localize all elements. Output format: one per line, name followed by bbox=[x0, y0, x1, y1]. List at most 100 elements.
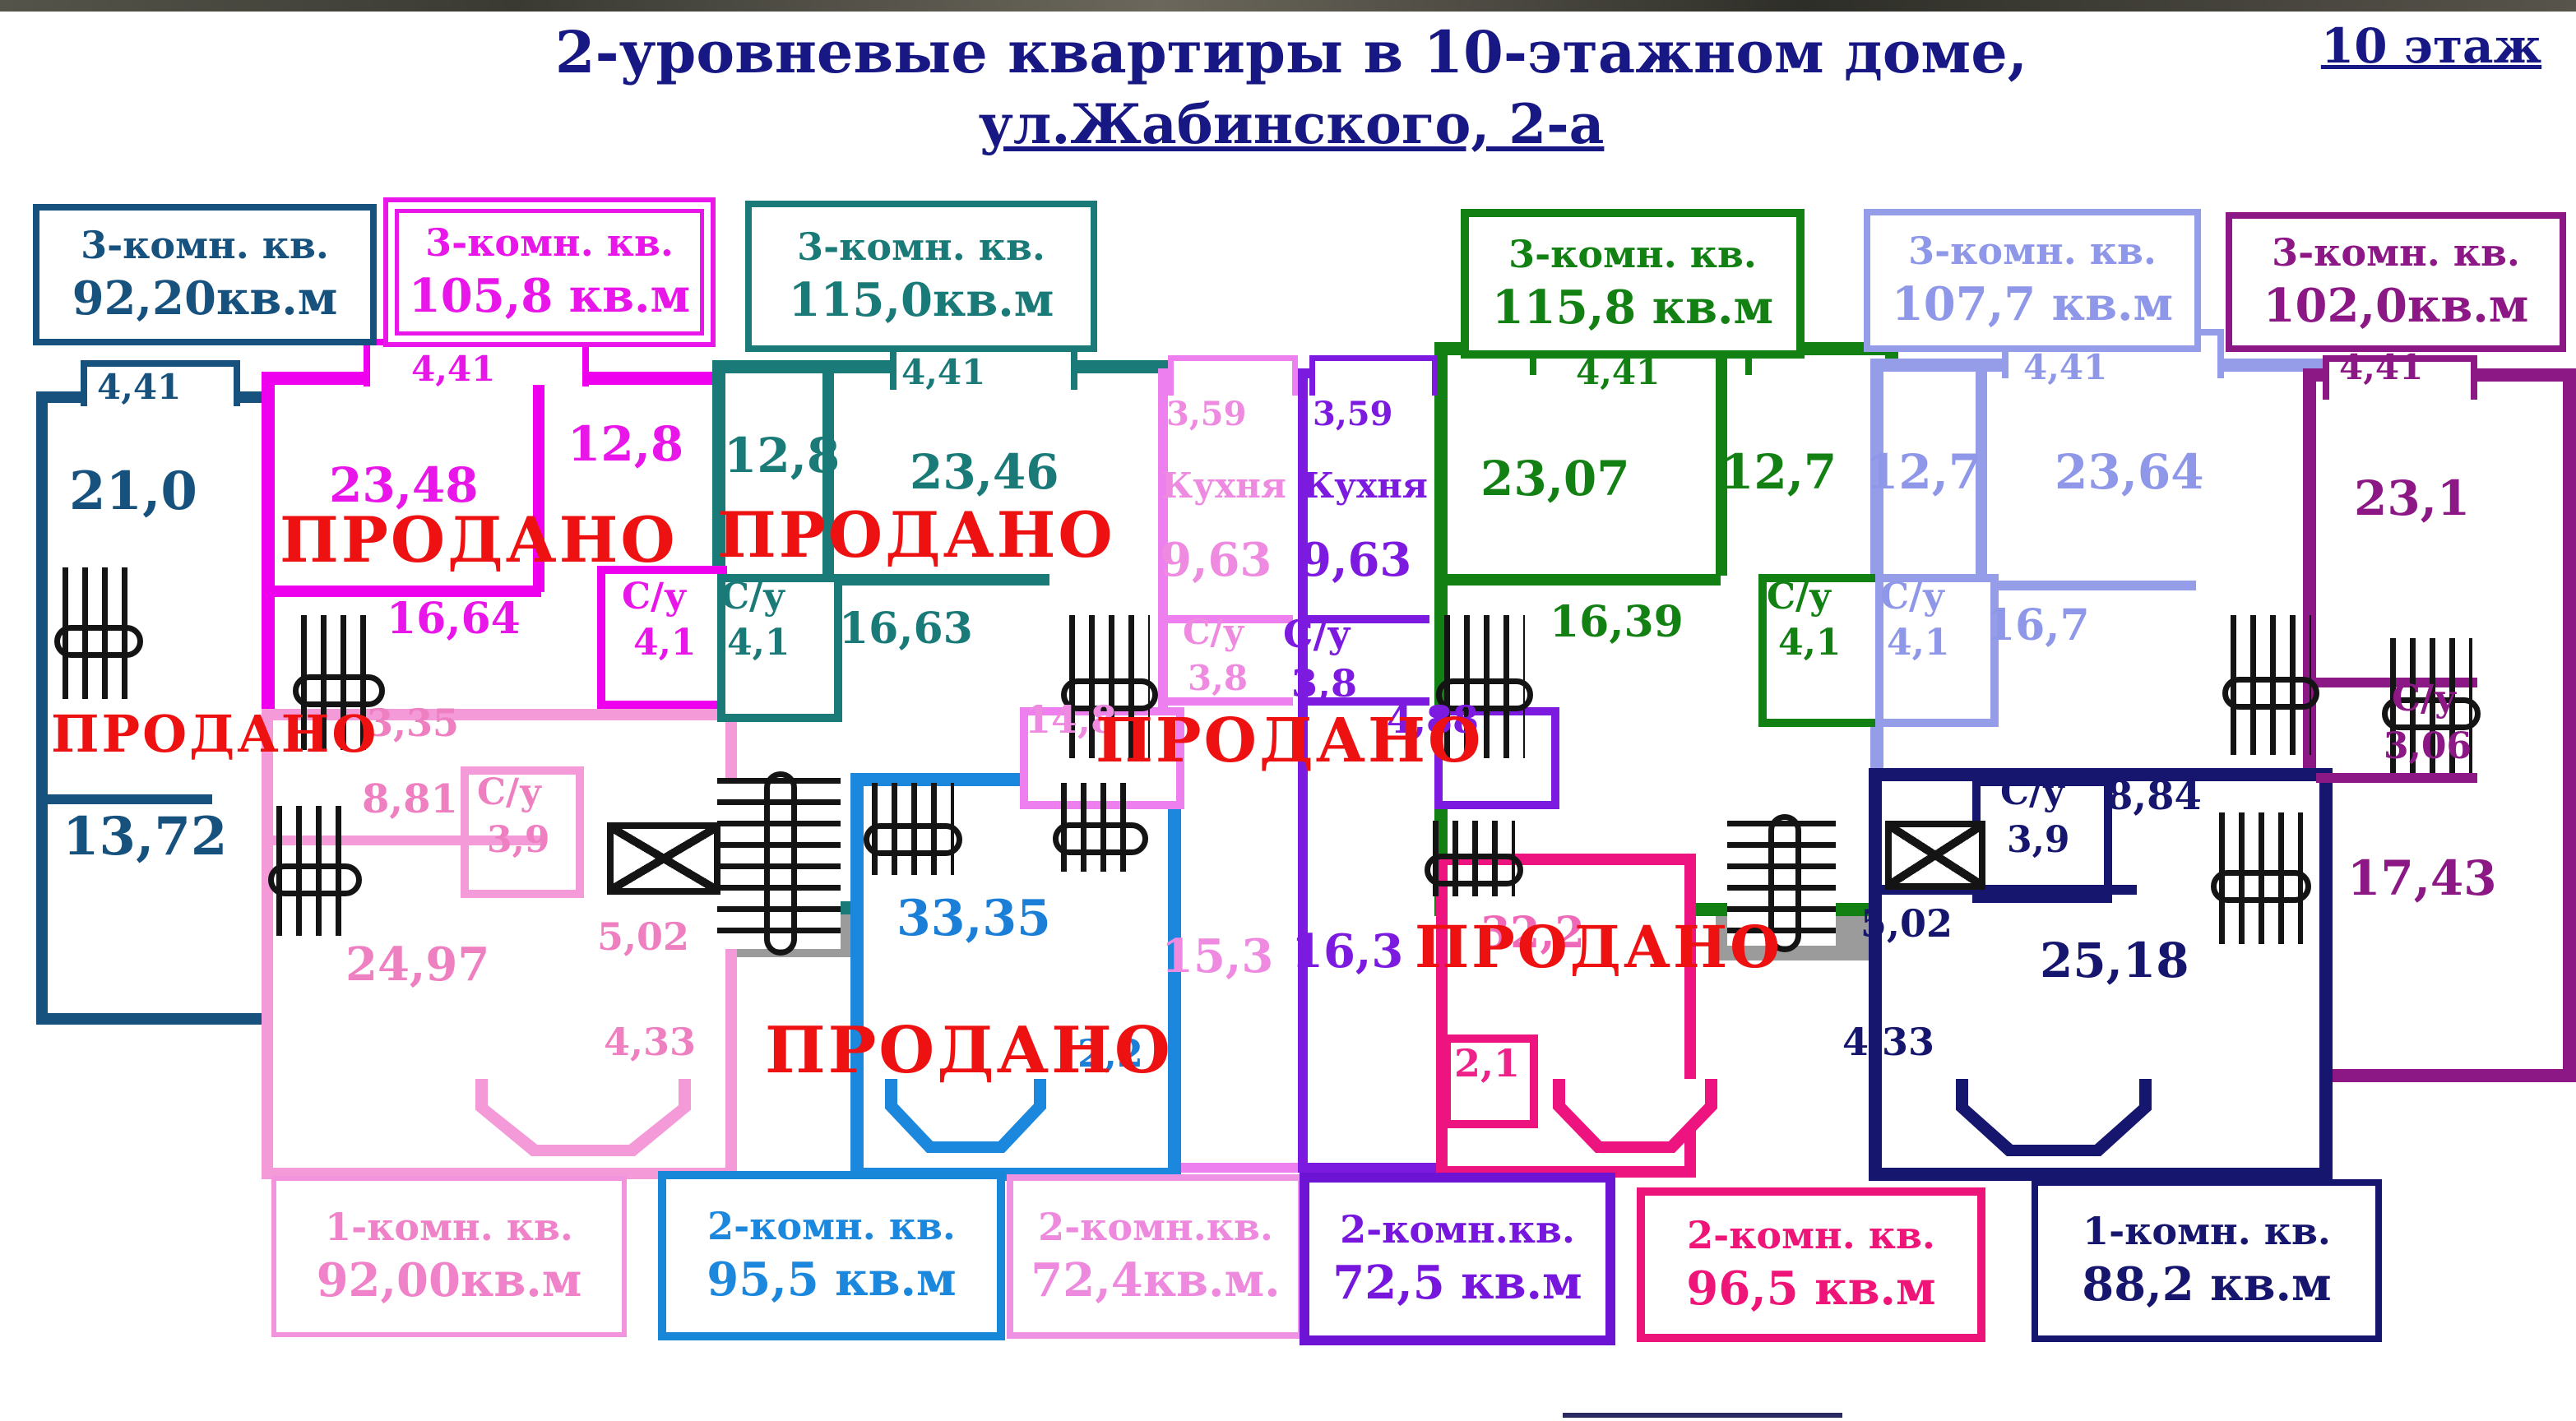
unit-rooms: 3-комн. кв. bbox=[797, 224, 1045, 270]
unit-rooms: 3-комн. кв. bbox=[81, 223, 329, 268]
kitchen-label: Кухня bbox=[1303, 465, 1428, 506]
room-area-label: 23,1 bbox=[2354, 470, 2471, 526]
apartment-72-4-wall bbox=[1165, 615, 1293, 623]
room-area-label: 4,41 bbox=[97, 367, 182, 407]
room-area-label: 16,64 bbox=[387, 594, 521, 644]
apartment-102-0-balcony bbox=[2323, 355, 2477, 400]
sold-stamp: ПРОДАНО bbox=[717, 498, 1115, 572]
apartment-72-5-wall bbox=[1306, 697, 1429, 706]
room-area-label: 15,3 bbox=[1161, 929, 1274, 984]
apartment-107-7-wall bbox=[1989, 581, 2196, 590]
unit-rooms: 3-комн. кв. bbox=[1508, 232, 1757, 277]
unit-rooms: 1-комн. кв. bbox=[325, 1205, 573, 1250]
apartment-102-0-wall bbox=[2316, 773, 2477, 783]
room-area-label: 16,63 bbox=[839, 604, 973, 654]
room-area-label: 3,9 bbox=[487, 819, 550, 861]
room-area-label: 2,1 bbox=[1454, 1041, 1521, 1085]
room-area-label: 16,3 bbox=[1291, 924, 1404, 979]
elevator-icon bbox=[607, 822, 720, 895]
sold-stamp: ПРОДАНО bbox=[1415, 913, 1783, 981]
apartment-105-8-bathroom bbox=[597, 566, 727, 709]
room-area-label: 3,59 bbox=[1313, 395, 1393, 433]
bathroom-label: С/у bbox=[2392, 678, 2458, 720]
page-edge-line bbox=[1563, 1413, 1842, 1418]
apartment-107-7-wall bbox=[1976, 372, 1987, 576]
unit-rooms: 3-комн. кв. bbox=[2272, 230, 2520, 275]
stairs-icon bbox=[54, 567, 143, 699]
apartment-72-5-balcony bbox=[1309, 355, 1438, 396]
sold-stamp: ПРОДАНО bbox=[51, 704, 379, 764]
unit-area: 72,5 кв.м bbox=[1332, 1255, 1582, 1310]
room-area-label: 23,64 bbox=[2055, 444, 2204, 500]
stairs-icon bbox=[864, 783, 962, 875]
room-area-label: 2,2 bbox=[1077, 1031, 1144, 1076]
room-area-label: 24,97 bbox=[345, 937, 490, 992]
unit-area: 115,0кв.м bbox=[788, 272, 1054, 327]
unit-rooms: 2-комн. кв. bbox=[707, 1204, 956, 1249]
unit-rooms: 2-комн.кв. bbox=[1038, 1205, 1273, 1250]
room-area-label: 12,8 bbox=[724, 428, 841, 484]
room-area-label: 3,9 bbox=[2007, 819, 2070, 861]
stairs-icon bbox=[1061, 615, 1158, 758]
photo-edge-strip bbox=[0, 0, 2576, 12]
room-area-label: 16,39 bbox=[1550, 597, 1684, 647]
unit-label-96-5: 2-комн. кв. 96,5 кв.м bbox=[1637, 1187, 1985, 1342]
room-area-label: 13,72 bbox=[63, 806, 228, 868]
room-area-label: 4,33 bbox=[1842, 1020, 1935, 1064]
apartment-72-5-wall bbox=[1306, 615, 1429, 623]
bathroom-label: С/у bbox=[1183, 612, 1245, 652]
room-area-label: 32,2 bbox=[1480, 908, 1585, 958]
page-title-line1: 2-уровневые квартиры в 10-этажном доме, bbox=[554, 18, 2028, 86]
unit-area: 107,7 кв.м bbox=[1891, 276, 2174, 331]
room-area-label: 12,7 bbox=[1865, 444, 1982, 500]
room-area-label: 4,41 bbox=[901, 352, 986, 392]
room-area-label: 4,1 bbox=[633, 622, 697, 664]
unit-area: 115,8 кв.м bbox=[1491, 280, 1774, 335]
bathroom-label: С/у bbox=[622, 576, 688, 618]
unit-label-95-5: 2-комн. кв. 95,5 кв.м bbox=[658, 1171, 1005, 1340]
stairs-icon bbox=[2222, 615, 2319, 755]
unit-label-105-8: 3-комн. кв. 105,8 кв.м bbox=[383, 197, 716, 347]
sold-stamp: ПРОДАНО bbox=[1096, 706, 1484, 776]
apartment-115-8-wall bbox=[1716, 355, 1727, 576]
stairs-icon bbox=[1425, 821, 1523, 896]
room-area-label: 21,0 bbox=[69, 461, 197, 522]
sold-stamp: ПРОДАНО bbox=[765, 1013, 1173, 1088]
bathroom-label: С/у bbox=[1880, 576, 1946, 618]
stairs-icon bbox=[1436, 615, 1533, 758]
apartment-92-20-wall bbox=[48, 794, 212, 804]
apartment-107-7-bathroom bbox=[1875, 574, 1999, 727]
stairwell-icon bbox=[717, 771, 841, 956]
room-area-label: 5,02 bbox=[597, 914, 690, 959]
elevator-icon bbox=[1885, 821, 1985, 890]
page-title-line2: ул.Жабинского, 2-а bbox=[978, 92, 1605, 156]
stairs-icon bbox=[2382, 638, 2481, 773]
room-area-label: 4,41 bbox=[2023, 347, 2108, 387]
stairs-icon bbox=[268, 806, 362, 936]
stairs-icon bbox=[1053, 783, 1148, 872]
room-area-label: 4,1 bbox=[727, 622, 790, 664]
unit-label-115-0: 3-комн. кв. 115,0кв.м bbox=[745, 201, 1097, 352]
room-area-label: 4,41 bbox=[411, 349, 496, 389]
apartment-92-00-bathroom bbox=[461, 766, 584, 898]
room-area-label: 4,41 bbox=[2339, 347, 2424, 387]
room-area-label: 4,33 bbox=[604, 1020, 697, 1064]
room-area-label: 8,81 bbox=[362, 776, 458, 822]
apartment-96-5-balcony-box bbox=[1443, 1035, 1538, 1128]
unit-area: 92,00кв.м bbox=[316, 1252, 582, 1308]
room-area-label: 4,88 bbox=[1387, 697, 1480, 742]
unit-label-92-20: 3-комн. кв. 92,20кв.м bbox=[33, 204, 377, 345]
unit-rooms: 3-комн. кв. bbox=[1908, 229, 2157, 274]
apartment-115-8-wall bbox=[1448, 574, 1721, 586]
unit-area: 95,5 кв.м bbox=[707, 1252, 957, 1307]
room-area-label: 3,8 bbox=[1291, 661, 1358, 706]
floor-badge: 10 этаж bbox=[2320, 18, 2542, 74]
apartment-115-0-wall bbox=[822, 373, 834, 581]
apartment-115-0-bathroom bbox=[717, 574, 842, 722]
apartment-92-20-balcony bbox=[81, 360, 240, 406]
room-area-label: 4,1 bbox=[1778, 622, 1842, 664]
sold-stamp: ПРОДАНО bbox=[280, 503, 678, 576]
unit-rooms: 1-комн. кв. bbox=[2083, 1209, 2331, 1254]
apartment-72-4-wall bbox=[1165, 697, 1293, 706]
